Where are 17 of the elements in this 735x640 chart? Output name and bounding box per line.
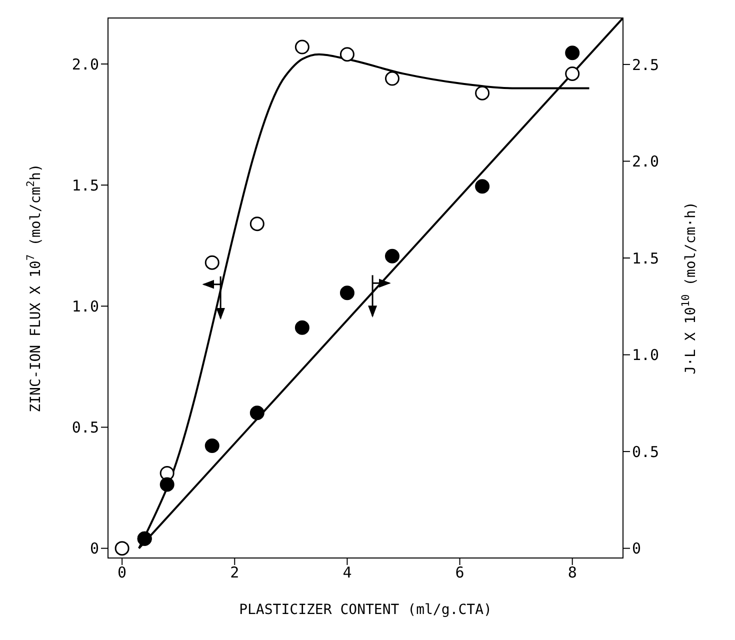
x-tick-label: 6 — [455, 564, 464, 582]
y2-tick-label: 2.5 — [632, 56, 660, 74]
x-tick-label: 0 — [118, 564, 127, 582]
x-tick-label: 2 — [230, 564, 240, 582]
y2-tick-label: 0 — [632, 540, 642, 558]
y2-tick-label: 1.5 — [632, 249, 660, 268]
y2-tick-label: 0.5 — [632, 442, 660, 461]
y-tick-label: 1.5 — [72, 176, 99, 194]
x-tick-label: 8 — [568, 564, 577, 582]
y-tick-label: 0 — [90, 540, 99, 558]
y-tick-label: 1.0 — [72, 297, 99, 316]
y-tick-label: 0.5 — [72, 418, 99, 437]
y-tick-label: 2.0 — [72, 55, 99, 74]
x-tick-label: 4 — [342, 564, 352, 582]
x-axis-title: PLASTICIZER CONTENT (ml/g.CTA) — [239, 602, 492, 618]
y2-tick-label: 2.0 — [632, 152, 660, 171]
y2-tick-label: 1.0 — [632, 346, 660, 364]
